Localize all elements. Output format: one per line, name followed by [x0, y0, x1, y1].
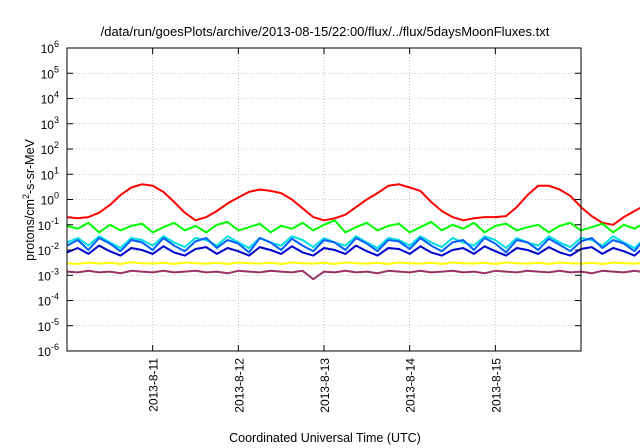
y-tick-label: 106 — [41, 39, 59, 56]
x-tick-label: 2013-8-13 — [318, 358, 332, 413]
y-tick-label: 10-2 — [38, 241, 59, 258]
series-line-6 — [66, 269, 640, 281]
chart-title: /data/run/goesPlots/archive/2013-08-15/2… — [101, 24, 550, 39]
y-tick-label: 103 — [41, 115, 59, 132]
grid — [67, 48, 581, 351]
series-layer — [66, 183, 640, 281]
y-tick-label: 10-5 — [38, 317, 59, 334]
y-tick-label: 101 — [41, 165, 59, 182]
series-line-0 — [66, 183, 640, 226]
x-tick-label: 2013-8-15 — [489, 358, 503, 413]
y-tick-label: 100 — [41, 191, 59, 208]
series-line-3 — [66, 237, 640, 254]
y-tick-label: 104 — [41, 90, 59, 107]
series-line-2 — [66, 235, 640, 249]
y-tick-label: 10-4 — [38, 292, 59, 309]
series-line-5 — [66, 261, 640, 265]
x-axis-label: Coordinated Universal Time (UTC) — [229, 431, 421, 445]
series-line-1 — [66, 219, 640, 234]
series-line-4 — [66, 244, 640, 257]
y-tick-label: 10-6 — [38, 342, 59, 359]
x-tick-label: 2013-8-14 — [404, 358, 418, 413]
x-tick-label: 2013-8-11 — [147, 358, 161, 412]
y-tick-label: 105 — [41, 64, 59, 81]
y-tick-label: 102 — [41, 140, 59, 157]
tick-layer: 10-6 10-5 10-4 10-3 10-2 10-1 100 101 102 103 104 1… — [38, 39, 581, 413]
x-tick-label: 2013-8-12 — [232, 358, 246, 413]
y-axis-label: protons/cm2-s-sr-MeV — [21, 138, 37, 260]
y-tick-label: 10-1 — [38, 216, 59, 233]
y-tick-label: 10-3 — [38, 266, 59, 283]
